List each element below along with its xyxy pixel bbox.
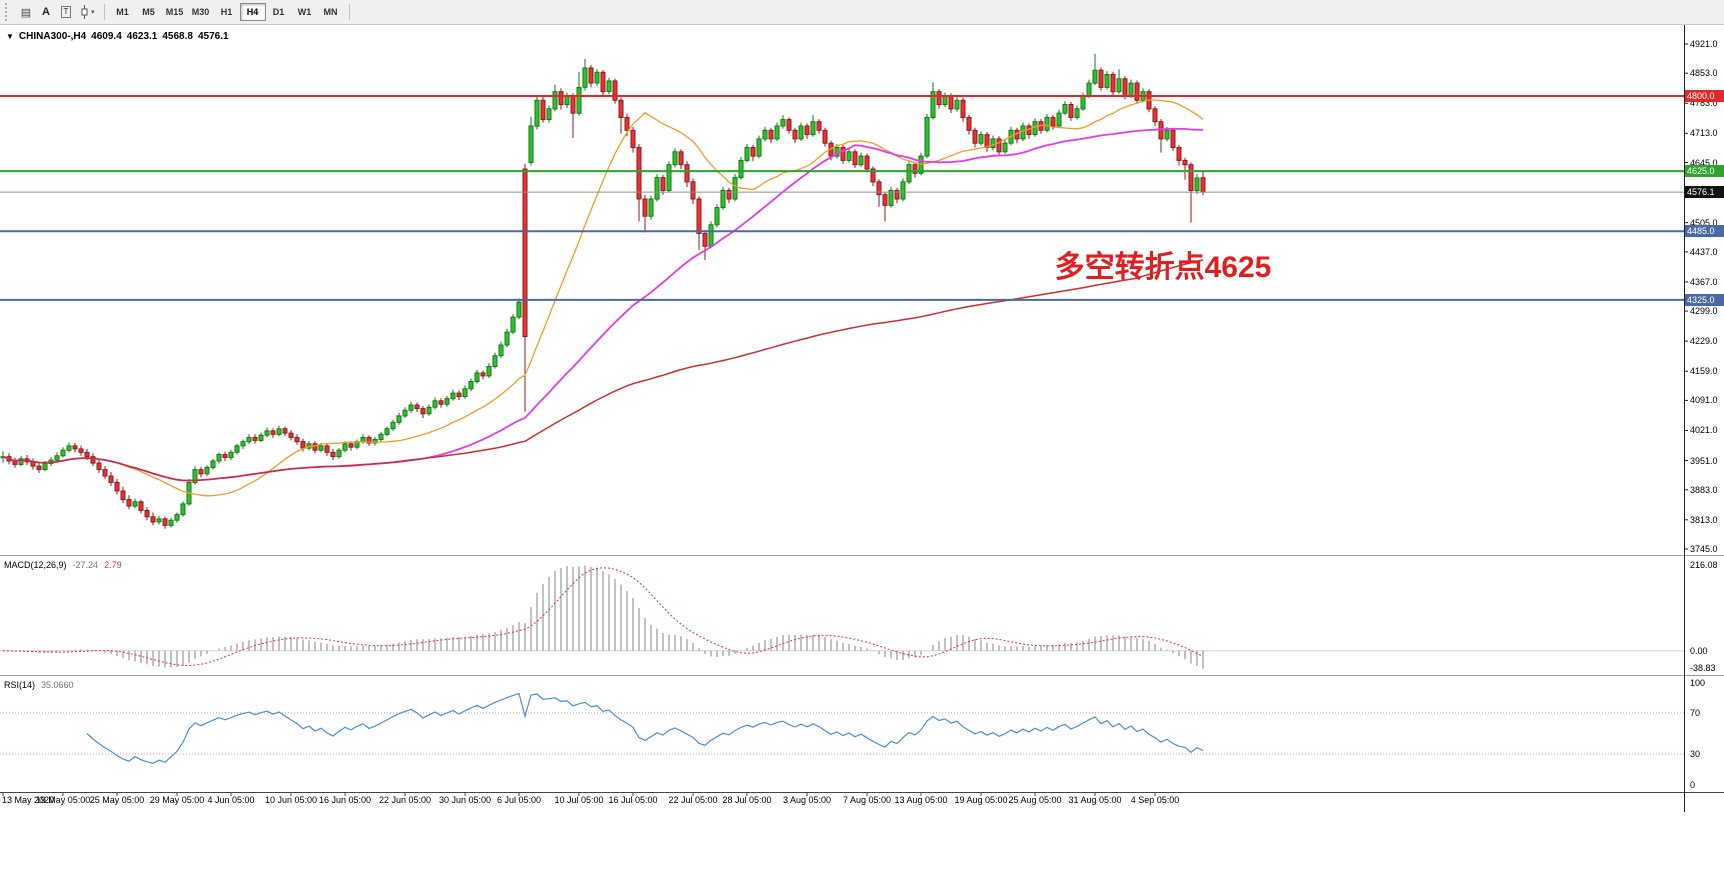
timeframe-button-m30[interactable]: M30 [188, 3, 214, 21]
rsi-axis-label: 70 [1690, 707, 1701, 718]
time-axis-label: 4 Sep 05:00 [1130, 795, 1180, 805]
price-tick-label: 4713.0 [1690, 128, 1718, 139]
macd-signal-line [2, 567, 1204, 667]
time-axis-label: 25 May 05:00 [89, 795, 145, 805]
grid-icon: ▤ [20, 6, 32, 19]
ma-slow-line[interactable] [2, 259, 1204, 482]
time-axis-label: 31 Aug 05:00 [1068, 795, 1122, 805]
time-axis-label: 28 Jul 05:00 [722, 795, 772, 805]
price-tick-label: 4783.0 [1690, 98, 1718, 109]
price-badge-4485: 4485.0 [1685, 225, 1724, 238]
ohlc-high: 4623.1 [126, 31, 158, 42]
timeframe-button-w1[interactable]: W1 [292, 3, 318, 21]
rsi-indicator-label: RSI(14) 35.0660 [4, 680, 74, 690]
time-axis-label: 13 Aug 05:00 [894, 795, 948, 805]
timeframe-button-h4[interactable]: H4 [239, 3, 266, 21]
macd-axis-label: 216.08 [1690, 560, 1718, 570]
font-tool-button[interactable]: A [36, 2, 56, 22]
macd-signal-value: 2.79 [104, 560, 122, 570]
time-axis-label: 30 Jun 05:00 [438, 795, 492, 805]
symbol-period: CHINA300-,H4 [18, 31, 87, 42]
price-tick-label: 4853.0 [1690, 68, 1718, 79]
chart-title-marker-icon: ▼ [6, 32, 14, 41]
rsi-axis-label: 100 [1690, 678, 1706, 688]
time-axis-label: 6 Jul 05:00 [496, 795, 542, 805]
time-axis-label: 29 May 05:00 [149, 795, 205, 805]
price-tick-label: 4091.0 [1690, 395, 1718, 406]
rsi-axis-label: 0 [1690, 780, 1696, 790]
price-tick-label: 4159.0 [1690, 366, 1718, 377]
timeframe-button-m5[interactable]: M5 [136, 3, 162, 21]
text-box-icon: T [60, 6, 72, 18]
toolbar: ▤ A T ▾ M1 M5 M15 M30 H1 H4 D1 W1 MN [0, 0, 1724, 25]
price-badge-4800: 4800.0 [1685, 89, 1724, 102]
price-tick-label: 3745.0 [1690, 544, 1718, 554]
macd-histogram [8, 565, 1204, 669]
rsi-axis-label: 30 [1690, 749, 1701, 760]
time-axis-label: 10 Jul 05:00 [554, 795, 604, 805]
chevron-down-icon: ▾ [91, 9, 95, 16]
ohlc-low: 4568.8 [162, 31, 193, 42]
price-tick-label: 4229.0 [1690, 336, 1718, 347]
ohlc-open: 4609.4 [91, 31, 122, 42]
price-tick-label: 4299.0 [1690, 306, 1718, 317]
time-axis-label: 25 Aug 05:00 [1008, 795, 1062, 805]
price-badge-4625: 4625.0 [1685, 165, 1724, 178]
rsi-line [86, 692, 1204, 764]
timeframe-button-m15[interactable]: M15 [162, 3, 188, 21]
price-tick-label: 4505.0 [1690, 217, 1718, 228]
macd-axis-label: 0.00 [1690, 645, 1708, 656]
chart-list-icon[interactable]: ▤ [16, 2, 36, 22]
time-axis-label: 7 Aug 05:00 [842, 795, 892, 805]
timeframe-button-mn[interactable]: MN [318, 3, 344, 21]
price-tick-label: 4645.0 [1690, 157, 1718, 168]
time-axis-label: 3 Aug 05:00 [782, 795, 832, 805]
time-axis-label: 19 May 05:00 [35, 795, 91, 805]
price-tick-label: 4021.0 [1690, 425, 1718, 436]
text-tool-button[interactable]: T [56, 2, 76, 22]
price-tick-label: 3883.0 [1690, 484, 1718, 495]
price-tick-label: 3813.0 [1690, 514, 1718, 525]
time-axis-label: 13 May 2020 [2, 795, 55, 805]
timeframe-button-m1[interactable]: M1 [110, 3, 136, 21]
price-tick-label: 4367.0 [1690, 276, 1718, 287]
time-axis-label: 4 Jun 05:00 [207, 795, 255, 805]
price-axis[interactable]: 4921.04853.04783.04713.04645.04575.04505… [1684, 25, 1724, 815]
macd-name: MACD(12,26,9) [4, 560, 67, 570]
time-axis-label: 16 Jul 05:00 [608, 795, 658, 805]
timeframe-button-h1[interactable]: H1 [214, 3, 240, 21]
rsi-value: 35.0660 [41, 680, 74, 690]
price-tick-label: 4437.0 [1690, 246, 1718, 257]
macd-axis-label: -38.83 [1690, 663, 1716, 673]
time-axis-label: 22 Jul 05:00 [668, 795, 718, 805]
candlestick-icon [81, 5, 88, 19]
chart-type-button[interactable]: ▾ [76, 2, 99, 22]
timeframe-group: M1 M5 M15 M30 H1 H4 D1 W1 MN [110, 3, 344, 21]
rsi-name: RSI(14) [4, 680, 36, 690]
timeframe-button-d1[interactable]: D1 [266, 3, 292, 21]
time-axis-label: 22 Jun 05:00 [378, 795, 432, 805]
price-badge-4325: 4325.0 [1685, 293, 1724, 306]
time-axis-label: 19 Aug 05:00 [954, 795, 1008, 805]
time-axis[interactable]: 13 May 2020 19 May 05:00 25 May 05:00 29 Ma… [0, 795, 1724, 811]
ma-fast-line[interactable] [2, 99, 1204, 497]
toolbar-grip[interactable] [5, 3, 11, 21]
annotation-text[interactable]: 多空转折点4625 [1055, 251, 1272, 284]
toolbar-separator [103, 4, 105, 20]
macd-main-value: -27.24 [72, 560, 99, 570]
time-axis-label: 10 Jun 05:00 [264, 795, 318, 805]
price-tick-label: 3951.0 [1690, 455, 1718, 466]
chart-title: ▼ CHINA300-,H4 4609.4 4623.1 4568.8 4576.1 [6, 31, 234, 42]
ohlc-close: 4576.1 [197, 31, 229, 42]
price-tick-label: 4921.0 [1690, 39, 1718, 49]
time-axis-label: 16 Jun 05:00 [318, 795, 372, 805]
toolbar-separator [348, 4, 350, 20]
bid-price-badge: 4576.1 [1685, 186, 1724, 199]
macd-indicator-label: MACD(12,26,9) -27.24 2.79 [4, 560, 122, 570]
